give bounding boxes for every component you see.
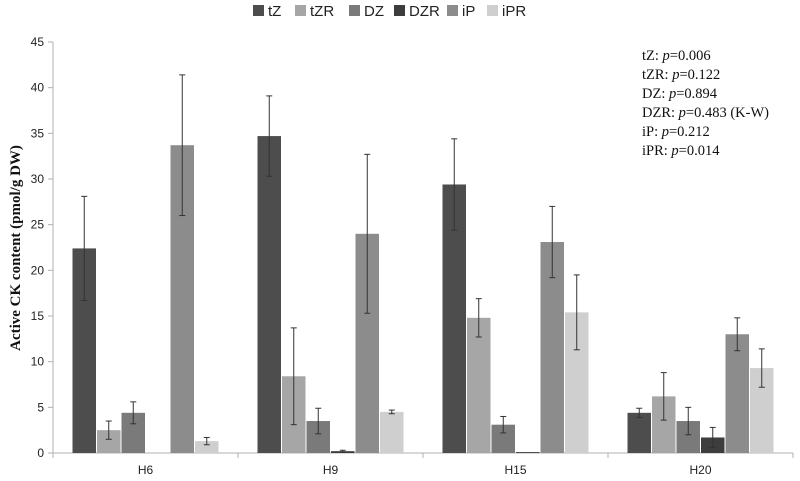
bar-ip-h20 <box>725 334 749 453</box>
x-axis: H6 H9 H15 H20 <box>52 452 794 477</box>
y-axis: 0 5 10 15 20 25 30 35 40 45 <box>31 35 54 460</box>
p-value-ip: iP: p=0.212 <box>642 124 710 140</box>
bar-dz-h20 <box>676 421 700 453</box>
legend-swatch-tzr <box>295 5 306 16</box>
x-tick-label: H6 <box>138 463 154 477</box>
y-tick-label: 35 <box>31 126 45 140</box>
y-tick-label: 40 <box>31 81 45 95</box>
y-tick-label: 15 <box>31 309 45 323</box>
bar-ipr-h20 <box>750 368 774 453</box>
y-tick-label: 25 <box>31 218 45 232</box>
p-value-ipr: iPR: p=0.014 <box>642 143 720 159</box>
legend-label-tz: tZ <box>268 3 281 20</box>
legend-swatch-dzr <box>394 5 405 16</box>
bar-dz-h9 <box>306 421 330 453</box>
p-value-tz: tZ: p=0.006 <box>642 48 711 64</box>
bar-tz-h20 <box>627 412 651 453</box>
legend: tZ tZR DZ DZR iP iPR <box>253 3 526 20</box>
x-tick-label: H20 <box>689 463 711 477</box>
error-bars <box>81 74 765 453</box>
y-tick-label: 5 <box>37 400 44 414</box>
bar-dzr-h15 <box>516 452 540 453</box>
legend-label-ipr: iPR <box>502 3 526 20</box>
bars <box>72 136 774 454</box>
legend-swatch-dz <box>349 5 360 16</box>
bar-dz-h15 <box>491 424 515 453</box>
y-tick-label: 30 <box>31 172 45 186</box>
y-tick-label: 10 <box>31 355 45 369</box>
bar-ip-h15 <box>540 242 564 453</box>
x-tick-label: H15 <box>504 463 526 477</box>
bar-ip-h9 <box>355 233 379 453</box>
y-axis-title: Active CK content (pmol/g DW) <box>8 145 24 351</box>
y-tick-label: 45 <box>31 35 45 49</box>
p-value-dzr: DZR: p=0.483 (K-W) <box>642 105 769 121</box>
bar-ipr-h9 <box>380 411 404 453</box>
bar-ip-h6 <box>170 145 194 453</box>
bar-tz-h9 <box>257 136 281 453</box>
bar-tz-h15 <box>442 184 466 454</box>
legend-label-tzr: tZR <box>310 3 334 20</box>
legend-label-dz: DZ <box>364 3 384 20</box>
bar-tzr-h15 <box>467 317 491 453</box>
p-value-annotations: tZ: p=0.006 tZR: p=0.122 DZ: p=0.894 DZR: p… <box>642 48 769 159</box>
p-value-tzr: tZR: p=0.122 <box>642 67 720 83</box>
legend-label-ip: iP <box>462 3 475 20</box>
y-tick-label: 0 <box>37 446 44 460</box>
legend-swatch-tz <box>253 5 264 16</box>
legend-label-dzr: DZR <box>409 3 440 20</box>
bar-tzr-h20 <box>652 396 676 453</box>
bar-tzr-h6 <box>97 430 121 453</box>
bar-ipr-h6 <box>195 441 219 453</box>
bar-dz-h6 <box>121 412 145 453</box>
legend-swatch-ipr <box>487 5 498 16</box>
x-tick-label: H9 <box>323 463 339 477</box>
bar-ipr-h15 <box>565 312 589 453</box>
y-tick-label: 20 <box>31 263 45 277</box>
legend-swatch-ip <box>447 5 458 16</box>
p-value-dz: DZ: p=0.894 <box>642 86 718 102</box>
bar-tz-h6 <box>72 248 96 453</box>
